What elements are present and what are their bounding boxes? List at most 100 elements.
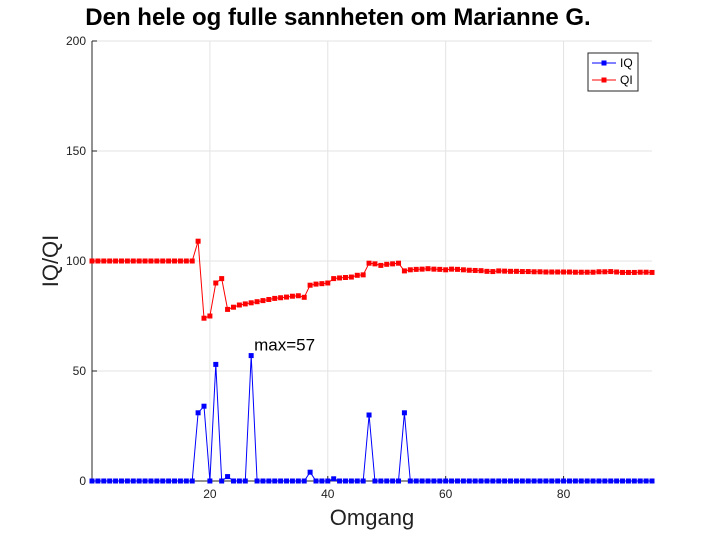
y-tick-label: 0 [79, 474, 86, 488]
data-point [555, 478, 561, 484]
data-point [584, 478, 590, 484]
data-point [154, 258, 160, 264]
legend-box [587, 52, 639, 92]
data-point [561, 269, 567, 275]
data-point [466, 267, 472, 273]
data-point [172, 478, 178, 484]
data-point [484, 478, 490, 484]
data-point [443, 478, 449, 484]
data-point [602, 478, 608, 484]
data-point [566, 478, 572, 484]
x-axis-label: Omgang [330, 505, 414, 530]
data-point [301, 294, 307, 300]
data-point [413, 266, 419, 272]
data-point [578, 269, 584, 275]
data-point [354, 272, 360, 278]
data-point [525, 269, 531, 275]
data-point [166, 258, 172, 264]
data-point [378, 262, 384, 268]
data-point [419, 478, 425, 484]
data-point [272, 295, 278, 301]
data-point [219, 276, 225, 282]
data-point [396, 478, 402, 484]
x-tick-label: 80 [557, 487, 571, 501]
data-point [107, 478, 113, 484]
legend-label: QI [620, 73, 633, 87]
data-point [590, 478, 596, 484]
data-point [525, 478, 531, 484]
data-point [230, 304, 236, 310]
data-point [537, 269, 543, 275]
data-point [620, 269, 626, 275]
data-point [431, 266, 437, 272]
data-point [236, 478, 242, 484]
data-point [331, 276, 337, 282]
data-point [513, 268, 519, 274]
data-point [614, 478, 620, 484]
data-point [331, 476, 337, 482]
data-point [472, 478, 478, 484]
legend: IQ QI [587, 52, 639, 92]
data-point [254, 478, 260, 484]
data-point [183, 258, 189, 264]
data-point [543, 478, 549, 484]
data-point [572, 269, 578, 275]
data-point [478, 268, 484, 274]
data-point [490, 269, 496, 275]
data-point [643, 269, 649, 275]
data-point [561, 478, 567, 484]
x-tick-label: 60 [439, 487, 453, 501]
data-point [348, 274, 354, 280]
data-point [360, 272, 366, 278]
data-point [189, 258, 195, 264]
data-point [649, 478, 655, 484]
y-tick-label: 150 [66, 144, 86, 158]
legend-label: IQ [620, 56, 633, 70]
data-point [219, 478, 225, 484]
data-point [172, 258, 178, 264]
data-point [531, 478, 537, 484]
data-point [390, 261, 396, 267]
data-point [425, 478, 431, 484]
data-point [407, 478, 413, 484]
data-point [307, 282, 313, 288]
data-point [578, 478, 584, 484]
data-point [130, 258, 136, 264]
data-point [508, 478, 514, 484]
data-point [142, 478, 148, 484]
chart-title: Den hele og fulle sannheten om Marianne … [85, 4, 590, 31]
data-point [354, 478, 360, 484]
data-point [466, 478, 472, 484]
data-point [325, 280, 331, 286]
data-point [95, 478, 101, 484]
legend-marker [601, 77, 607, 83]
data-point [625, 269, 631, 275]
data-point [278, 295, 284, 301]
x-tick-label: 20 [203, 487, 217, 501]
data-point [319, 281, 325, 287]
data-point [337, 478, 343, 484]
data-point [490, 478, 496, 484]
data-point [183, 478, 189, 484]
data-point [113, 258, 119, 264]
data-point [555, 269, 561, 275]
data-point [513, 478, 519, 484]
data-point [608, 269, 614, 275]
data-point [260, 478, 266, 484]
y-tick-label: 50 [73, 364, 87, 378]
data-point [301, 478, 307, 484]
data-point [272, 478, 278, 484]
data-point [460, 267, 466, 273]
data-point [537, 478, 543, 484]
data-point [437, 478, 443, 484]
x-tick-label: 40 [321, 487, 335, 501]
data-point [195, 410, 201, 416]
data-point [437, 266, 443, 272]
data-point [236, 302, 242, 308]
data-point [225, 474, 231, 480]
data-point [472, 267, 478, 273]
data-point [201, 315, 207, 321]
data-point [289, 478, 295, 484]
data-point [148, 478, 154, 484]
y-tick-label: 200 [66, 34, 86, 48]
